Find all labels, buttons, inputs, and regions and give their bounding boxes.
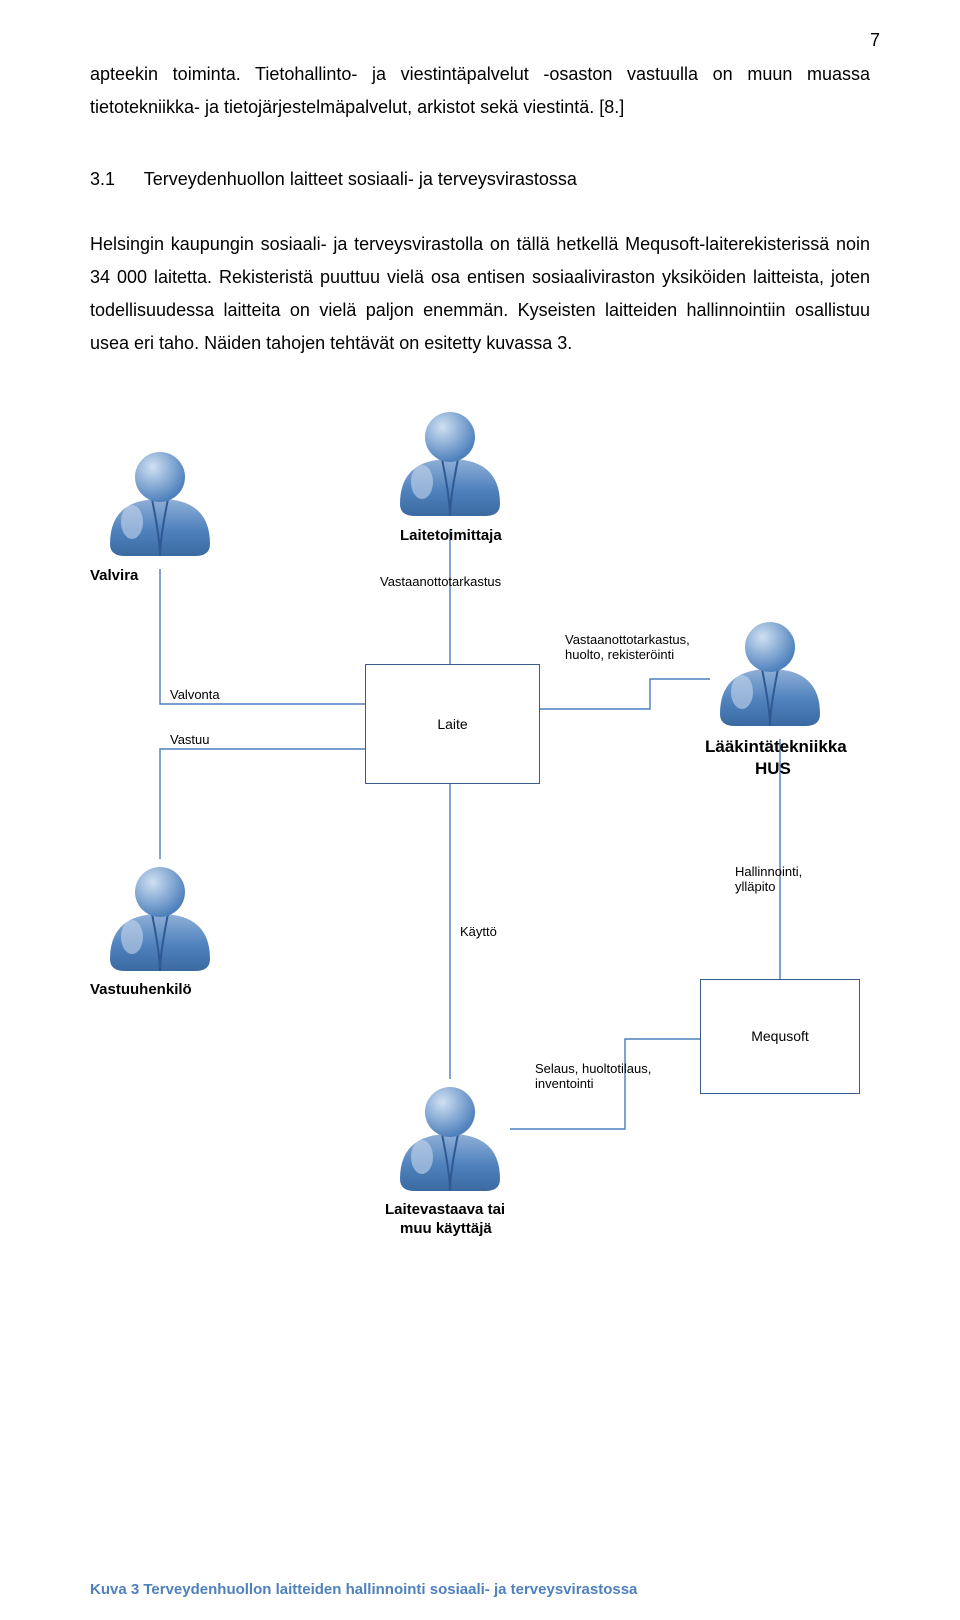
actor-laakintatek-label-2: HUS xyxy=(755,759,791,779)
actor-laakintatek-icon xyxy=(710,614,830,734)
actor-valvira-label: Valvira xyxy=(90,567,138,584)
actor-vastuuhenkilo-icon xyxy=(100,859,220,979)
actor-laitetoimittaja-label: Laitetoimittaja xyxy=(400,527,502,544)
figure-caption: Kuva 3 Terveydenhuollon laitteiden halli… xyxy=(90,1581,637,1598)
actor-vastuuhenkilo-label: Vastuuhenkilö xyxy=(90,981,192,998)
box-mequsoft-label: Mequsoft xyxy=(751,1028,809,1044)
box-laite: Laite xyxy=(365,664,540,784)
actor-laitevastaava-icon xyxy=(390,1079,510,1199)
actor-laitevastaava-label-1: Laitevastaava tai xyxy=(385,1201,505,1218)
edge-selaus: Selaus, huoltotilaus, inventointi xyxy=(535,1061,651,1091)
section-heading: 3.1 Terveydenhuollon laitteet sosiaali- … xyxy=(90,169,870,190)
edge-vastaanotto-huolto: Vastaanottotarkastus, huolto, rekisteröi… xyxy=(565,632,690,662)
paragraph-2: Helsingin kaupungin sosiaali- ja terveys… xyxy=(90,228,870,361)
box-laite-label: Laite xyxy=(437,716,467,732)
paragraph-1: apteekin toiminta. Tietohallinto- ja vie… xyxy=(90,58,870,125)
edge-valvonta: Valvonta xyxy=(170,687,220,702)
diagram: Laite Mequsoft Valvira xyxy=(90,389,870,1259)
actor-laakintatek-label-1: Lääkintätekniikka xyxy=(705,737,847,757)
edge-hallinnointi: Hallinnointi, ylläpito xyxy=(735,864,802,894)
edge-kaytto: Käyttö xyxy=(460,924,497,939)
edge-vastuu: Vastuu xyxy=(170,732,210,747)
page-number: 7 xyxy=(870,30,880,51)
page: 7 apteekin toiminta. Tietohallinto- ja v… xyxy=(0,0,960,1620)
section-title: Terveydenhuollon laitteet sosiaali- ja t… xyxy=(144,169,577,189)
section-number: 3.1 xyxy=(90,169,115,190)
box-mequsoft: Mequsoft xyxy=(700,979,860,1094)
actor-valvira-icon xyxy=(100,444,220,564)
actor-laitevastaava-label-2: muu käyttäjä xyxy=(400,1220,492,1237)
actor-laitetoimittaja-icon xyxy=(390,404,510,524)
edge-vastaanottotarkastus: Vastaanottotarkastus xyxy=(380,574,501,589)
